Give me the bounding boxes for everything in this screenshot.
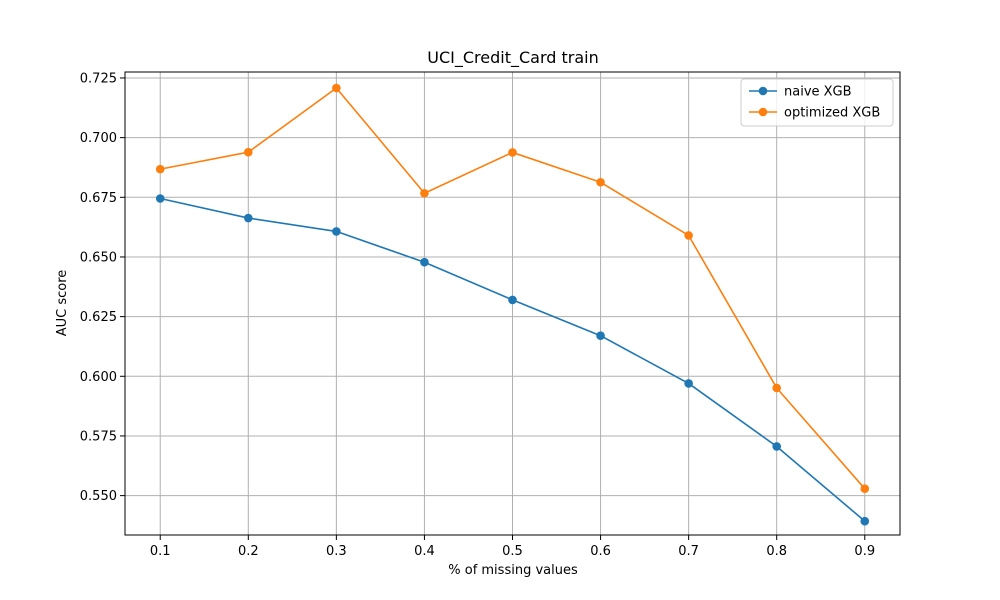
- data-point-optimized-xgb: [243, 147, 253, 157]
- y-axis-label: AUC score: [55, 270, 70, 337]
- data-point-naive-xgb: [420, 257, 429, 267]
- x-tick-label: 0.1: [150, 544, 171, 559]
- data-point-naive-xgb: [596, 331, 605, 341]
- legend: naive XGB optimized XGB: [740, 78, 894, 127]
- x-tick-label: 0.7: [678, 544, 699, 559]
- x-tick-label: 0.4: [414, 544, 435, 559]
- legend-label: optimized XGB: [784, 106, 880, 121]
- data-point-optimized-xgb: [508, 148, 517, 157]
- chart-title: UCI_Credit_Card train: [427, 48, 598, 68]
- data-point-naive-xgb: [332, 227, 341, 236]
- data-point-optimized-xgb: [772, 383, 782, 393]
- data-point-naive-xgb: [243, 213, 253, 223]
- grid: [125, 72, 900, 535]
- series-naive-xgb: [155, 194, 870, 526]
- series-layer: [155, 83, 870, 526]
- y-tick-label: 0.600: [80, 370, 117, 385]
- data-point-optimized-xgb: [420, 188, 429, 198]
- data-point-naive-xgb: [684, 379, 693, 388]
- data-point-optimized-xgb: [860, 484, 870, 494]
- legend-marker: [758, 86, 768, 96]
- data-point-naive-xgb: [772, 442, 782, 451]
- y-tick-label: 0.725: [80, 71, 117, 86]
- y-tick-label: 0.700: [80, 131, 117, 146]
- legend-label: naive XGB: [784, 85, 852, 100]
- y-tick-label: 0.550: [80, 489, 117, 504]
- x-tick-label: 0.9: [854, 544, 875, 559]
- legend-box: [740, 78, 894, 127]
- x-tick-label: 0.8: [766, 544, 787, 559]
- data-point-naive-xgb: [860, 516, 870, 526]
- data-point-optimized-xgb: [684, 231, 693, 240]
- y-tick-label: 0.650: [80, 250, 117, 265]
- data-point-naive-xgb: [155, 194, 165, 203]
- data-point-optimized-xgb: [155, 164, 165, 174]
- x-tick-label: 0.2: [238, 544, 259, 559]
- legend-marker: [758, 107, 768, 117]
- x-axis: 0.1 0.2 0.3 0.4 0.5 0.6 0.7 0.8 0.9: [150, 535, 875, 559]
- x-axis-label: % of missing values: [448, 563, 578, 578]
- data-point-optimized-xgb: [332, 83, 341, 93]
- series-optimized-xgb: [155, 83, 870, 494]
- y-tick-label: 0.625: [80, 310, 117, 325]
- legend-item: naive XGB: [749, 85, 852, 100]
- x-tick-label: 0.5: [502, 544, 523, 559]
- y-tick-label: 0.675: [80, 191, 117, 206]
- y-axis: 0.550 0.575 0.600 0.625 0.650 0.675 0.700 0.725: [80, 71, 125, 504]
- y-tick-label: 0.575: [80, 429, 117, 444]
- data-point-naive-xgb: [508, 295, 517, 305]
- legend-item: optimized XGB: [749, 106, 880, 121]
- x-tick-label: 0.6: [590, 544, 611, 559]
- data-point-optimized-xgb: [596, 177, 605, 187]
- x-tick-label: 0.3: [326, 544, 347, 559]
